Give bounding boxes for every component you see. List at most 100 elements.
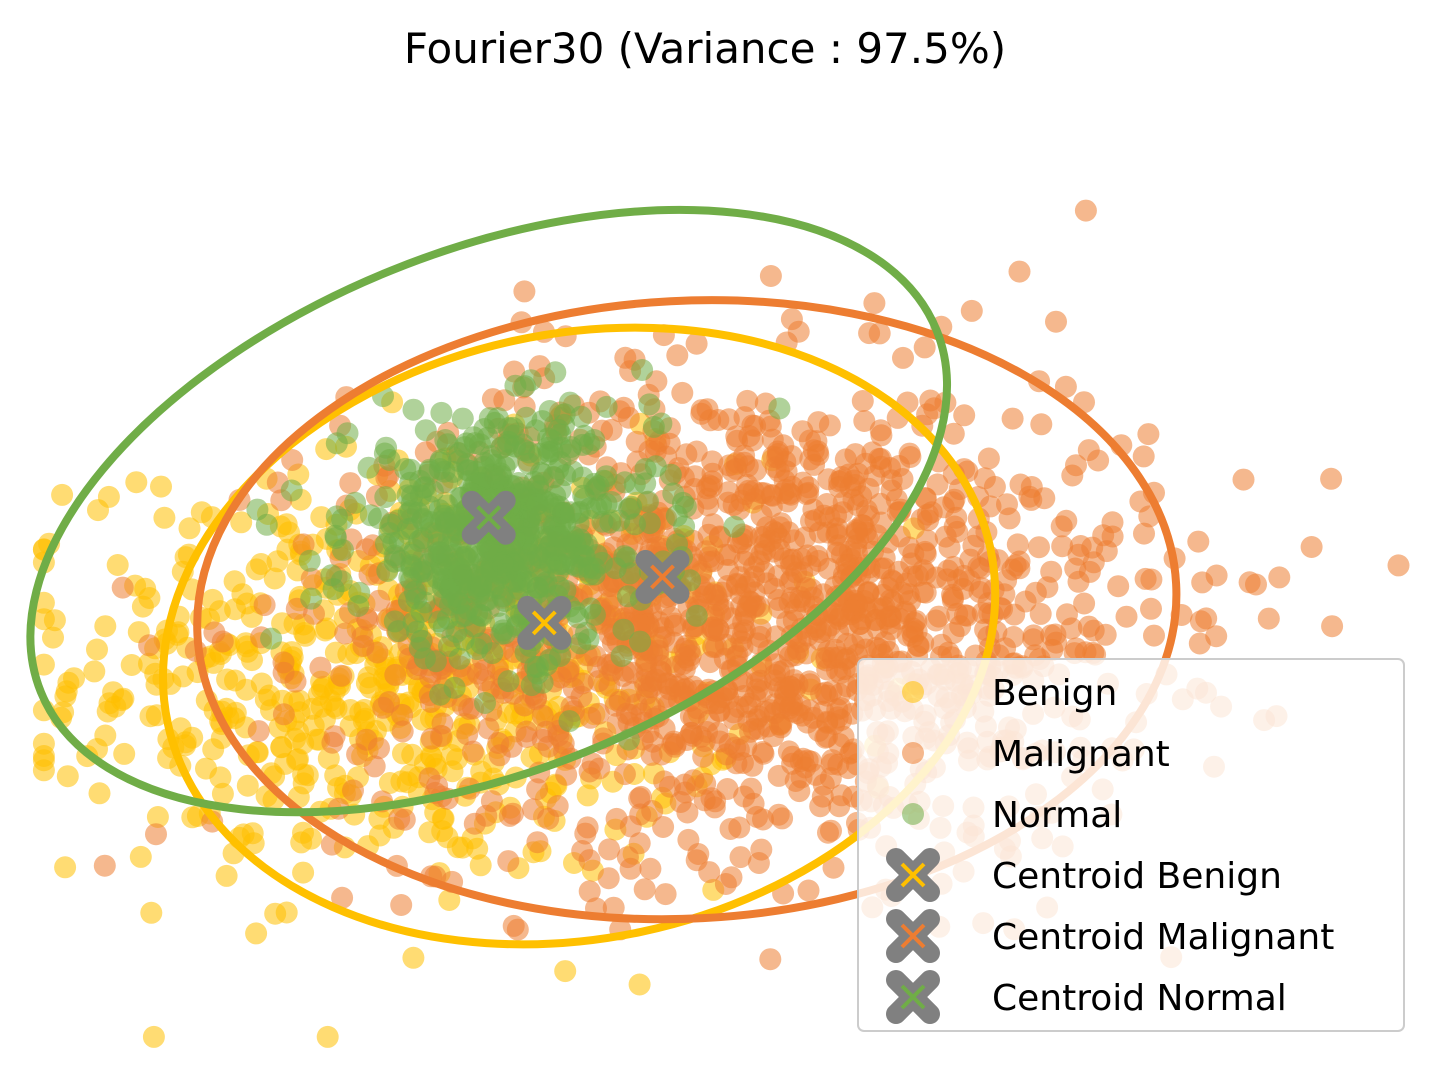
scatter-point-normal [559, 501, 582, 524]
scatter-point-malignant [1061, 464, 1084, 487]
scatter-point-normal [590, 493, 613, 516]
centroid-malignant [635, 549, 690, 604]
scatter-point-malignant [786, 702, 809, 725]
scatter-point-malignant [728, 816, 751, 839]
chart-title: Fourier30 (Variance : 97.5%) [403, 24, 1007, 73]
scatter-point-malignant [685, 440, 708, 463]
scatter-point-malignant [342, 779, 364, 802]
scatter-point-malignant [731, 636, 754, 659]
centroid-benign-cross [531, 610, 557, 636]
scatter-point-malignant [666, 344, 689, 367]
scatter-point-benign [313, 708, 336, 731]
scatter-point-malignant [1045, 631, 1068, 654]
legend-centroid-normal [886, 970, 940, 1024]
scatter-point-malignant [1257, 607, 1280, 630]
scatter-point-malignant [368, 589, 391, 612]
scatter-point-malignant [498, 804, 521, 827]
scatter-point-normal [373, 442, 396, 465]
scatter-point-malignant [863, 292, 886, 315]
legend-swatch-malignant [902, 742, 924, 764]
scatter-point-malignant [352, 634, 375, 657]
scatter-point-normal [456, 453, 479, 476]
scatter-point-malignant [899, 446, 922, 468]
scatter-point-malignant [868, 322, 891, 345]
scatter-point-malignant [363, 755, 386, 778]
ellipse-normal [26, 205, 951, 817]
scatter-point-malignant [1018, 485, 1041, 508]
scatter-point-malignant [247, 720, 270, 743]
scatter-point-normal [685, 604, 708, 627]
scatter-point-malignant [466, 662, 489, 685]
scatter-point-malignant [616, 846, 639, 869]
scatter-point-benign [230, 511, 253, 534]
scatter-point-malignant [391, 720, 414, 743]
scatter-point-malignant [759, 265, 782, 287]
scatter-point-benign [246, 741, 269, 764]
scatter-point-normal [474, 692, 496, 714]
legend-label-normal: Normal [992, 795, 1122, 836]
scatter-point-malignant [1050, 515, 1073, 538]
scatter-point-malignant [736, 389, 759, 412]
scatter-point-malignant [1006, 533, 1029, 556]
scatter-point-malignant [1205, 564, 1228, 587]
scatter-point-benign [446, 836, 469, 859]
scatter-point-malignant [339, 472, 362, 495]
scatter-point-malignant [522, 798, 545, 821]
scatter-point-malignant [334, 622, 357, 645]
scatter-point-malignant [481, 388, 504, 411]
centroid-normal [461, 490, 516, 545]
scatter-point-normal [396, 518, 419, 541]
scatter-point-malignant [515, 720, 538, 743]
scatter-point-malignant [368, 737, 390, 760]
scatter-point-malignant [1140, 597, 1162, 620]
scatter-point-normal [436, 607, 459, 630]
scatter-point-normal [637, 490, 659, 513]
scatter-point-benign [142, 1025, 165, 1048]
scatter-point-malignant [633, 878, 656, 901]
scatter-point-malignant [671, 381, 694, 404]
scatter-point-normal [400, 492, 423, 515]
scatter-point-malignant [500, 735, 523, 758]
scatter-point-malignant [841, 599, 864, 622]
scatter-point-malignant [699, 409, 722, 432]
scatter-point-benign [209, 766, 232, 789]
scatter-point-malignant [1073, 592, 1096, 615]
ellipse-malignant [193, 296, 1181, 924]
scatter-point-malignant [704, 620, 727, 642]
scatter-point-normal [300, 587, 323, 610]
scatter-point-normal [532, 564, 555, 586]
scatter-point-malignant [996, 493, 1018, 516]
scatter-point-malignant [614, 346, 637, 369]
scatter-point-normal [280, 479, 303, 502]
scatter-point-malignant [1045, 310, 1067, 333]
scatter-point-benign [32, 749, 55, 772]
scatter-point-malignant [581, 752, 604, 775]
scatter-point-malignant [477, 717, 500, 740]
scatter-point-normal [324, 526, 347, 549]
scatter-point-malignant [696, 477, 718, 500]
scatter-point-benign [368, 824, 391, 847]
scatter-point-malignant [868, 638, 891, 661]
scatter-point-malignant [1095, 540, 1118, 563]
scatter-point-malignant [900, 552, 923, 575]
scatter-point-benign [270, 736, 293, 759]
scatter-point-normal [402, 398, 425, 421]
scatter-point-malignant [1030, 413, 1053, 436]
scatter-point-malignant [677, 828, 700, 851]
scatter-point-malignant [953, 404, 976, 427]
scatter-point-normal [357, 456, 380, 479]
legend-label-centroid-benign: Centroid Benign [992, 856, 1282, 897]
scatter-point-malignant [829, 697, 852, 720]
scatter-point-malignant [679, 704, 702, 727]
scatter-point-malignant [767, 803, 790, 826]
scatter-point-malignant [300, 567, 323, 590]
scatter-point-normal [595, 465, 618, 488]
scatter-point-benign [469, 854, 492, 877]
scatter-point-benign [438, 889, 461, 911]
scatter-point-normal [470, 632, 493, 655]
legend-swatch-centroid-benign [886, 848, 940, 902]
scatter-point-malignant [740, 777, 763, 800]
scatter-point-normal [439, 578, 462, 601]
scatter-point-normal [666, 533, 688, 556]
scatter-point-benign [113, 742, 136, 765]
